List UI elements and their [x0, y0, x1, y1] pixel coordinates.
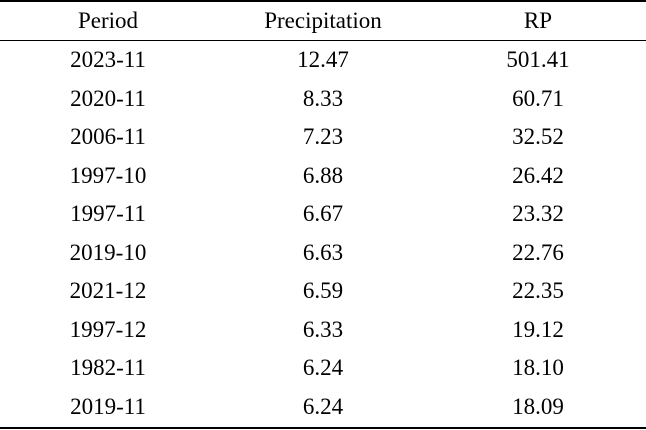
cell-precipitation: 6.88: [302, 162, 344, 188]
cell-rp: 22.76: [512, 239, 564, 265]
table-row: 1997-10 6.88 26.42: [0, 157, 646, 196]
cell-precipitation: 6.24: [302, 393, 344, 419]
cell-rp: 19.12: [512, 316, 564, 342]
table-row: 1982-11 6.24 18.10: [0, 349, 646, 388]
cell-period: 2006-11: [70, 124, 146, 150]
cell-rp: 32.52: [512, 124, 564, 150]
cell-rp: 60.71: [512, 85, 564, 111]
table-row: 1997-11 6.67 23.32: [0, 195, 646, 234]
table-row: 1997-12 6.33 19.12: [0, 311, 646, 350]
cell-period: 1997-11: [70, 201, 146, 227]
cell-precipitation: 6.33: [302, 316, 344, 342]
table-row: 2021-12 6.59 22.35: [0, 272, 646, 311]
header-rp: RP: [523, 8, 553, 33]
cell-period: 1982-11: [70, 355, 146, 381]
table-row: 2006-11 7.23 32.52: [0, 118, 646, 157]
header-row: Period Precipitation RP: [0, 2, 646, 40]
cell-precipitation: 6.59: [302, 278, 344, 304]
cell-period: 2021-12: [69, 278, 147, 304]
cell-precipitation: 7.23: [302, 124, 344, 150]
cell-rp: 22.35: [512, 278, 564, 304]
top-rule: [0, 0, 646, 2]
cell-precipitation: 6.24: [302, 355, 344, 381]
cell-rp: 18.09: [512, 393, 564, 419]
cell-period: 2019-10: [69, 239, 147, 265]
cell-period: 1997-10: [69, 162, 147, 188]
cell-rp: 18.10: [512, 355, 564, 381]
cell-period: 1997-12: [69, 316, 147, 342]
header-period: Period: [77, 8, 139, 33]
header-precipitation: Precipitation: [264, 8, 382, 33]
table-row: 2020-11 8.33 60.71: [0, 80, 646, 119]
table-row: 2019-11 6.24 18.09: [0, 388, 646, 427]
table-row: 2019-10 6.63 22.76: [0, 234, 646, 273]
cell-period: 2019-11: [70, 393, 146, 419]
cell-precipitation: 8.33: [302, 85, 344, 111]
cell-period: 2020-11: [70, 85, 146, 111]
cell-rp: 23.32: [512, 201, 564, 227]
cell-rp: 501.41: [506, 47, 570, 73]
cell-precipitation: 6.67: [302, 201, 344, 227]
cell-precipitation: 12.47: [297, 47, 349, 73]
bottom-rule: [0, 427, 646, 429]
header-rule: [0, 40, 646, 41]
table-row: 2023-11 12.47 501.41: [0, 40, 646, 80]
cell-period: 2023-11: [70, 47, 146, 73]
cell-precipitation: 6.63: [302, 239, 344, 265]
cell-rp: 26.42: [512, 162, 564, 188]
